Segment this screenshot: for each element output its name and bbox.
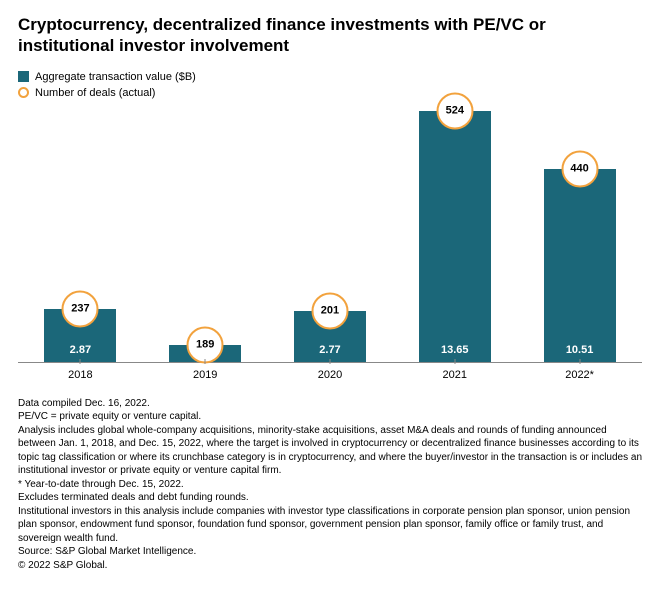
- bar-group: 2.87 237: [18, 105, 143, 362]
- bar: 13.65: [419, 111, 491, 362]
- deal-count-circle: 201: [311, 292, 348, 329]
- bar-group: 13.65524: [392, 105, 517, 362]
- plot: 2.87 237 0.90189 2.77 201 13.65524 10.51 440: [18, 105, 642, 363]
- footnote-line: Source: S&P Global Market Intelligence.: [18, 545, 642, 559]
- footnote-line: © 2022 S&P Global.: [18, 559, 642, 573]
- legend-circle-swatch: [18, 87, 29, 98]
- footnote-line: Data compiled Dec. 16, 2022.: [18, 397, 642, 411]
- legend-circle-row: Number of deals (actual): [18, 87, 642, 99]
- legend-circle-label: Number of deals (actual): [35, 87, 155, 99]
- footnotes: Data compiled Dec. 16, 2022.PE/VC = priv…: [18, 397, 642, 573]
- footnote-line: Institutional investors in this analysis…: [18, 505, 642, 546]
- footnote-line: PE/VC = private equity or venture capita…: [18, 410, 642, 424]
- x-axis-labels: 20182019202020212022*: [18, 365, 642, 385]
- x-axis-label: 2022*: [517, 365, 642, 385]
- bar-value-label: 13.65: [419, 344, 491, 356]
- footnote-line: Analysis includes global whole-company a…: [18, 424, 642, 478]
- x-axis-label: 2019: [143, 365, 268, 385]
- deal-count-circle: 524: [436, 92, 473, 129]
- x-axis-label: 2021: [392, 365, 517, 385]
- bar-value-label: 2.77: [294, 344, 366, 356]
- footnote-line: * Year-to-date through Dec. 15, 2022.: [18, 478, 642, 492]
- legend-bar-swatch: [18, 71, 29, 82]
- bar-group: 2.77 201: [268, 105, 393, 362]
- footnote-line: Excludes terminated deals and debt fundi…: [18, 491, 642, 505]
- x-axis-label: 2018: [18, 365, 143, 385]
- chart-title: Cryptocurrency, decentralized finance in…: [18, 14, 642, 57]
- chart-area: 2.87 237 0.90189 2.77 201 13.65524 10.51 440 20…: [18, 105, 642, 385]
- legend-bar-row: Aggregate transaction value ($B): [18, 71, 642, 83]
- legend-bar-label: Aggregate transaction value ($B): [35, 71, 196, 83]
- bar-value-label: 10.51: [544, 344, 616, 356]
- bar: 10.51: [544, 169, 616, 362]
- bar-value-label: 2.87: [44, 344, 116, 356]
- bar-group: 10.51 440: [517, 105, 642, 362]
- bar-group: 0.90189: [143, 105, 268, 362]
- deal-count-circle: 237: [62, 290, 99, 327]
- x-axis-label: 2020: [268, 365, 393, 385]
- legend: Aggregate transaction value ($B) Number …: [18, 71, 642, 99]
- deal-count-circle: 440: [561, 150, 598, 187]
